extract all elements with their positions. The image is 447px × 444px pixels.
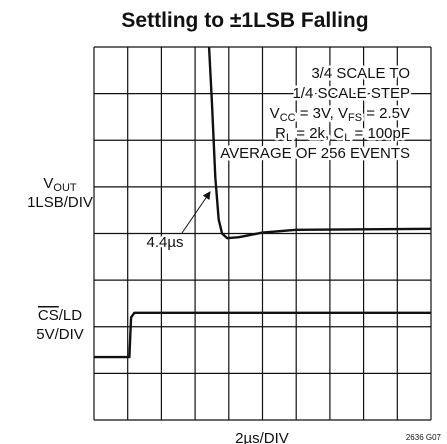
- annotation-text: FS: [348, 112, 362, 124]
- annotation-text: CC: [280, 112, 296, 124]
- trace: [94, 311, 431, 359]
- annotation-text: R: [275, 125, 286, 142]
- y-label: 1LSB/DIV: [27, 194, 93, 211]
- annotation-text: AVERAGE OF 256 EVENTS: [220, 145, 410, 162]
- y-label: CS/LD: [38, 307, 82, 324]
- annotation-line: AVERAGE OF 256 EVENTS: [220, 145, 410, 162]
- annotation-text: = 100pF: [350, 125, 410, 142]
- annotation-text: = 2.5V: [362, 105, 410, 122]
- annotation-text: 3/4 SCALE TO: [311, 65, 410, 82]
- annotation-text: = 2k, C: [292, 125, 344, 142]
- annotation-text: L: [344, 132, 350, 144]
- annotation: 3/4 SCALE TO 1/4 SCALE STEP VCC = 3V, VFS …: [218, 63, 413, 165]
- annotation-line: VCC = 3V, VFS = 2.5V: [270, 105, 410, 124]
- figure-id: 2636 G07: [406, 433, 442, 442]
- arrow-label: 4.4µs: [147, 234, 184, 251]
- traces: [94, 47, 431, 359]
- annotation-text: = 3V, V: [296, 105, 348, 122]
- arrow: [181, 191, 211, 234]
- annotation-line: 1/4 SCALE STEP: [292, 85, 410, 102]
- y-label: 5V/DIV: [36, 326, 84, 343]
- annotation-text: 1/4 SCALE STEP: [292, 85, 410, 102]
- annotation-text: V: [270, 105, 280, 122]
- chart-title: Settling to ±1LSB Falling: [121, 9, 368, 32]
- annotation-text: L: [286, 132, 292, 144]
- annotation-line: 3/4 SCALE TO: [311, 65, 410, 82]
- trace: [207, 47, 431, 240]
- x-label: 2µs/DIV: [235, 430, 289, 444]
- annotation-line: RL = 2k, CL = 100pF: [275, 125, 410, 144]
- y-label: VOUT: [43, 175, 77, 194]
